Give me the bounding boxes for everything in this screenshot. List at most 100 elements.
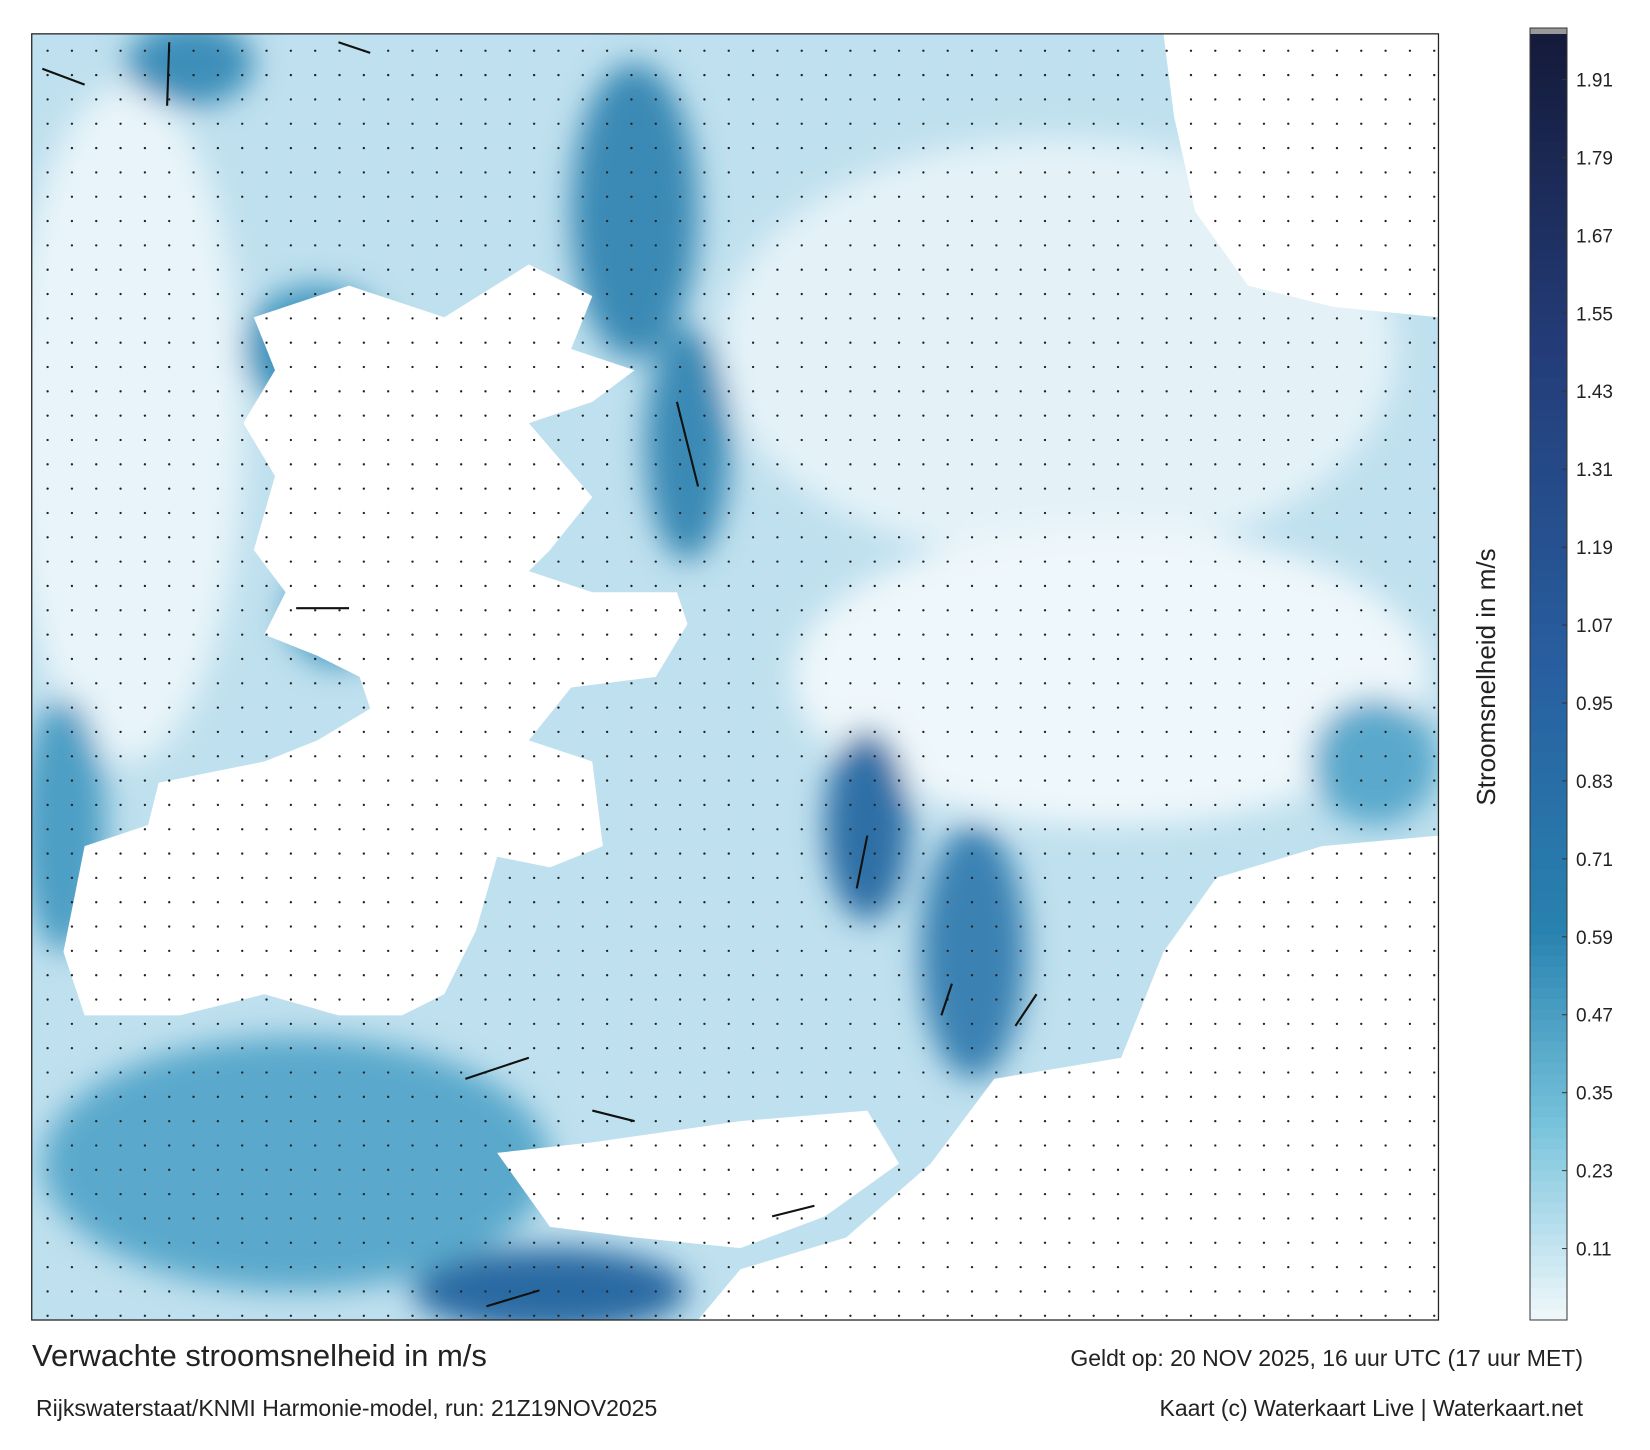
grid-dot <box>1165 463 1168 466</box>
grid-dot <box>411 998 414 1001</box>
grid-dot <box>1433 268 1436 271</box>
grid-dot <box>1433 292 1436 296</box>
grid-dot <box>1287 925 1290 928</box>
grid-dot <box>1165 73 1168 77</box>
grid-dot <box>362 584 366 588</box>
grid-dot <box>605 974 609 977</box>
grid-dot <box>581 122 584 125</box>
grid-dot <box>241 803 244 807</box>
grid-dot <box>922 536 925 539</box>
grid-dot <box>1408 171 1412 174</box>
grid-dot <box>1043 73 1047 77</box>
grid-dot <box>581 1047 584 1050</box>
grid-dot <box>216 219 220 223</box>
grid-dot <box>824 1022 828 1026</box>
grid-dot <box>95 219 98 223</box>
grid-dot <box>435 876 438 880</box>
grid-dot <box>289 244 293 247</box>
grid-dot <box>435 1192 438 1196</box>
grid-dot <box>1433 317 1436 320</box>
grid-dot <box>605 73 609 77</box>
grid-dot <box>800 1119 803 1123</box>
grid-dot <box>1433 1290 1436 1293</box>
grid-dot <box>581 292 584 296</box>
grid-dot <box>1384 1119 1387 1123</box>
grid-dot <box>508 511 511 515</box>
grid-dot <box>946 755 949 758</box>
grid-dot <box>897 1241 901 1244</box>
grid-dot <box>581 1241 584 1244</box>
grid-dot <box>897 852 901 855</box>
grid-dot <box>800 244 803 247</box>
grid-dot <box>216 828 220 831</box>
grid-dot <box>1238 122 1241 125</box>
grid-dot <box>1068 1144 1071 1147</box>
grid-dot <box>824 463 828 466</box>
grid-dot <box>435 609 438 612</box>
grid-dot <box>776 1241 779 1244</box>
grid-dot <box>1214 49 1217 52</box>
grid-dot <box>751 536 755 539</box>
grid-dot <box>1238 463 1241 466</box>
grid-dot <box>1019 195 1022 198</box>
grid-dot <box>1116 49 1120 52</box>
grid-dot <box>1360 1217 1363 1220</box>
grid-dot <box>557 1047 560 1050</box>
grid-dot <box>1408 438 1412 442</box>
grid-dot <box>314 317 317 320</box>
grid-dot <box>727 901 730 904</box>
grid-dot <box>1141 195 1144 198</box>
grid-dot <box>70 1022 74 1026</box>
grid-dot <box>1262 949 1266 953</box>
grid-dot <box>387 390 390 393</box>
grid-dot <box>922 1290 925 1293</box>
grid-dot <box>216 974 220 977</box>
grid-dot <box>1408 1144 1412 1147</box>
grid-dot <box>1384 73 1387 77</box>
grid-dot <box>119 730 122 734</box>
grid-dot <box>192 1265 195 1269</box>
grid-dot <box>1262 1168 1266 1171</box>
grid-dot <box>873 828 876 831</box>
grid-dot <box>46 1168 49 1171</box>
colorbar-swatch <box>1530 548 1567 560</box>
grid-dot <box>1141 1192 1144 1196</box>
grid-dot <box>362 779 366 782</box>
grid-dot <box>119 365 122 369</box>
grid-dot <box>873 852 876 855</box>
grid-dot <box>143 1168 147 1171</box>
colorbar-swatch <box>1530 869 1567 882</box>
grid-dot <box>800 536 803 539</box>
grid-dot <box>1043 317 1047 320</box>
grid-dot <box>1141 828 1144 831</box>
grid-dot <box>119 803 122 807</box>
grid-dot <box>459 365 463 369</box>
grid-dot <box>1384 365 1387 369</box>
grid-dot <box>654 682 657 685</box>
grid-dot <box>70 292 74 296</box>
grid-dot <box>800 195 803 198</box>
grid-dot <box>897 1217 901 1220</box>
grid-dot <box>581 195 584 198</box>
grid-dot <box>484 463 487 466</box>
grid-dot <box>751 1071 755 1074</box>
grid-dot <box>1019 1071 1022 1074</box>
colorbar-swatch <box>1530 837 1567 849</box>
grid-dot <box>508 195 511 198</box>
grid-dot <box>411 122 414 125</box>
grid-dot <box>119 755 122 758</box>
grid-dot <box>1043 1071 1047 1074</box>
grid-dot <box>800 219 803 223</box>
grid-dot <box>1287 633 1290 636</box>
grid-dot <box>654 828 657 831</box>
grid-dot <box>703 1241 706 1244</box>
grid-dot <box>1165 1265 1168 1269</box>
grid-dot <box>143 487 147 490</box>
grid-dot <box>314 219 317 223</box>
grid-dot <box>703 779 706 782</box>
grid-dot <box>703 98 706 101</box>
grid-dot <box>314 901 317 904</box>
grid-dot <box>824 560 828 563</box>
grid-dot <box>216 925 220 928</box>
grid-dot <box>1068 657 1071 661</box>
